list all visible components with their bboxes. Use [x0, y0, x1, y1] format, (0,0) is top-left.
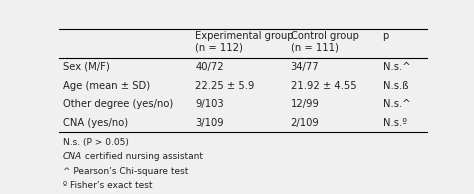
Text: Experimental group
(n = 112): Experimental group (n = 112): [195, 31, 294, 52]
Text: N.s.^: N.s.^: [383, 62, 410, 72]
Text: 22.25 ± 5.9: 22.25 ± 5.9: [195, 81, 255, 91]
Text: Other degree (yes/no): Other degree (yes/no): [63, 99, 173, 109]
Text: N.s. (P > 0.05): N.s. (P > 0.05): [63, 138, 129, 147]
Text: 40/72: 40/72: [195, 62, 224, 72]
Text: N.s.º: N.s.º: [383, 118, 407, 128]
Text: 21.92 ± 4.55: 21.92 ± 4.55: [291, 81, 356, 91]
Text: 3/109: 3/109: [195, 118, 224, 128]
Text: ^ Pearson’s Chi-square test: ^ Pearson’s Chi-square test: [63, 167, 188, 176]
Text: Sex (M/F): Sex (M/F): [63, 62, 109, 72]
Text: Control group
(n = 111): Control group (n = 111): [291, 31, 358, 52]
Text: Age (mean ± SD): Age (mean ± SD): [63, 81, 150, 91]
Text: p: p: [383, 31, 389, 41]
Text: CNA: CNA: [63, 152, 82, 161]
Text: 34/77: 34/77: [291, 62, 319, 72]
Text: N.s.ß: N.s.ß: [383, 81, 408, 91]
Text: 2/109: 2/109: [291, 118, 319, 128]
Text: 9/103: 9/103: [195, 99, 224, 109]
Text: certified nursing assistant: certified nursing assistant: [82, 152, 203, 161]
Text: º Fisher’s exact test: º Fisher’s exact test: [63, 181, 153, 190]
Text: CNA (yes/no): CNA (yes/no): [63, 118, 128, 128]
Text: N.s.^: N.s.^: [383, 99, 410, 109]
Text: 12/99: 12/99: [291, 99, 319, 109]
